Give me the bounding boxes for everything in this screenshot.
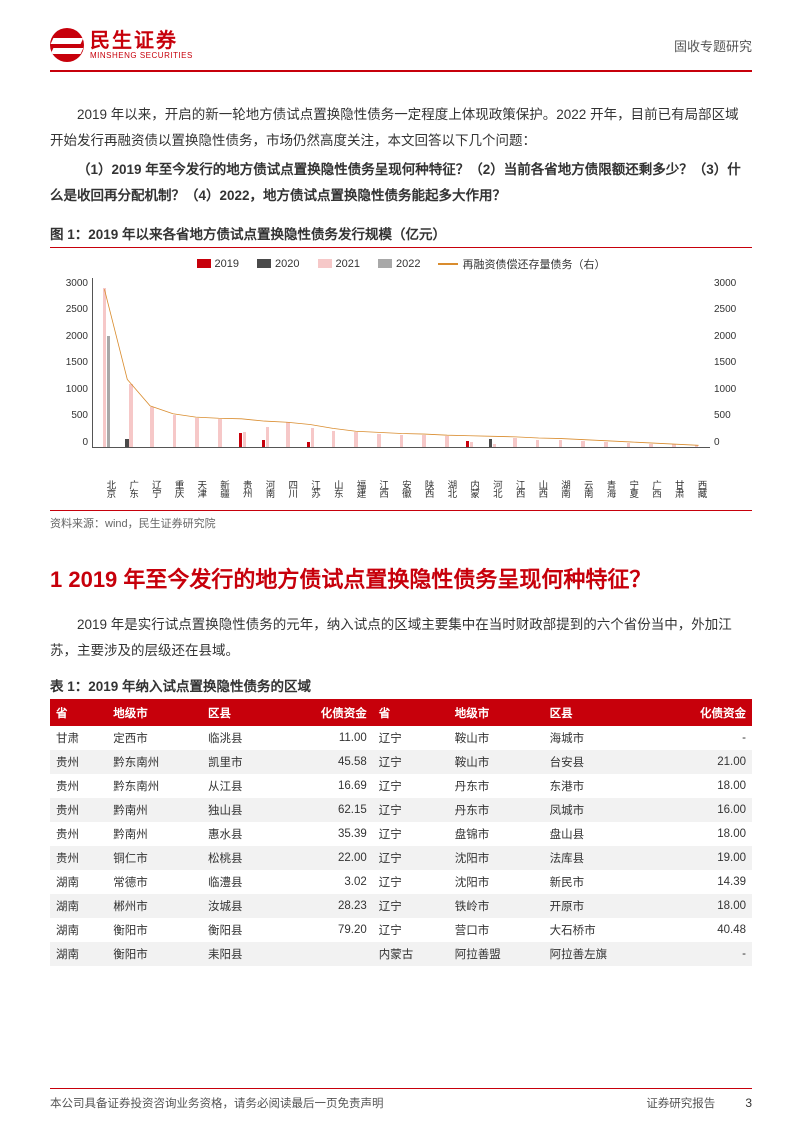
table-row: 湖南常德市临澧县3.02辽宁沈阳市新民市14.39 (50, 870, 752, 894)
figure-1-chart: 2019202020212022再融资债偿还存量债务（右） 3000250020… (50, 248, 752, 511)
x-axis-label: 内蒙 (460, 480, 478, 506)
x-axis-label: 湖北 (437, 480, 455, 506)
table-header-cell: 地级市 (449, 700, 544, 726)
page-footer: 本公司具备证券投资咨询业务资格，请务必阅读最后一页免责声明 证券研究报告 3 (0, 1088, 802, 1111)
x-axis-label: 陕西 (415, 480, 433, 506)
table-row: 贵州黔南州独山县62.15辽宁丹东市凤城市16.00 (50, 798, 752, 822)
x-axis-label: 天津 (187, 480, 205, 506)
logo: 民生证券 MINSHENG SECURITIES (50, 28, 193, 62)
table-header-cell: 地级市 (107, 700, 202, 726)
table-header-cell: 区县 (202, 700, 278, 726)
header-category: 固收专题研究 (674, 36, 752, 55)
x-axis-label: 湖南 (551, 480, 569, 506)
x-axis-label: 河南 (256, 480, 274, 506)
x-axis-label: 北京 (96, 480, 114, 506)
table-1-title: 表 1：2019 年纳入试点置换隐性债务的区域 (50, 671, 752, 700)
table-row: 湖南衡阳市耒阳县内蒙古阿拉善盟阿拉善左旗- (50, 942, 752, 966)
section-1-para: 2019 年是实行试点置换隐性债务的元年，纳入试点的区域主要集中在当时财政部提到… (50, 612, 752, 663)
table-header-cell: 省 (373, 700, 449, 726)
x-axis-label: 安徽 (392, 480, 410, 506)
figure-1-source: 资料来源：wind，民生证券研究院 (50, 511, 752, 531)
x-axis-label: 青海 (597, 480, 615, 506)
x-axis-label: 新疆 (210, 480, 228, 506)
table-row: 甘肃定西市临洮县11.00辽宁鞍山市海城市- (50, 726, 752, 750)
intro-para-2: （1）2019 年至今发行的地方债试点置换隐性债务呈现何种特征？（2）当前各省地… (50, 157, 752, 208)
x-axis-label: 贵州 (233, 480, 251, 506)
x-axis-label: 江西 (369, 480, 387, 506)
section-1-heading: 1 2019 年至今发行的地方债试点置换隐性债务呈现何种特征？ (50, 561, 752, 598)
table-row: 贵州铜仁市松桃县22.00辽宁沈阳市法库县19.00 (50, 846, 752, 870)
table-header-cell: 区县 (544, 700, 658, 726)
x-axis-label: 广西 (642, 480, 660, 506)
legend-item: 2021 (318, 256, 360, 272)
logo-icon (50, 28, 84, 62)
table-1: 省地级市区县化债资金省地级市区县化债资金 甘肃定西市临洮县11.00辽宁鞍山市海… (50, 700, 752, 966)
table-row: 贵州黔南州惠水县35.39辽宁盘锦市盘山县18.00 (50, 822, 752, 846)
table-row: 贵州黔东南州凯里市45.58辽宁鞍山市台安县21.00 (50, 750, 752, 774)
legend-item: 2020 (257, 256, 299, 272)
x-axis-label: 西藏 (687, 480, 705, 506)
legend-item: 2022 (378, 256, 420, 272)
x-axis-label: 宁夏 (619, 480, 637, 506)
page-number: 3 (745, 1096, 752, 1110)
intro-para-1: 2019 年以来，开启的新一轮地方债试点置换隐性债务一定程度上体现政策保护。20… (50, 102, 752, 153)
legend-item: 2019 (197, 256, 239, 272)
x-axis-label: 重庆 (165, 480, 183, 506)
x-axis-label: 云南 (574, 480, 592, 506)
x-axis-label: 福建 (346, 480, 364, 506)
table-header-cell: 化债资金 (278, 700, 373, 726)
x-axis-label: 江西 (506, 480, 524, 506)
x-axis-label: 广东 (119, 480, 137, 506)
figure-1-title: 图 1：2019 年以来各省地方债试点置换隐性债务发行规模（亿元） (50, 217, 752, 248)
x-axis-label: 山东 (324, 480, 342, 506)
table-header-cell: 省 (50, 700, 107, 726)
logo-cn: 民生证券 (90, 30, 193, 52)
footer-disclaimer: 本公司具备证券投资咨询业务资格，请务必阅读最后一页免责声明 (50, 1095, 384, 1111)
table-header-cell: 化债资金 (657, 700, 752, 726)
x-axis-label: 山西 (528, 480, 546, 506)
logo-en: MINSHENG SECURITIES (90, 52, 193, 61)
x-axis-label: 辽宁 (142, 480, 160, 506)
legend-item: 再融资债偿还存量债务（右） (438, 256, 605, 272)
x-axis-label: 江苏 (301, 480, 319, 506)
table-row: 湖南郴州市汝城县28.23辽宁铁岭市开原市18.00 (50, 894, 752, 918)
footer-report-label: 证券研究报告 (646, 1095, 715, 1111)
table-row: 湖南衡阳市衡阳县79.20辽宁营口市大石桥市40.48 (50, 918, 752, 942)
x-axis-label: 甘肃 (665, 480, 683, 506)
x-axis-label: 河北 (483, 480, 501, 506)
x-axis-label: 四川 (278, 480, 296, 506)
page-header: 民生证券 MINSHENG SECURITIES 固收专题研究 (50, 28, 752, 72)
table-row: 贵州黔东南州从江县16.69辽宁丹东市东港市18.00 (50, 774, 752, 798)
